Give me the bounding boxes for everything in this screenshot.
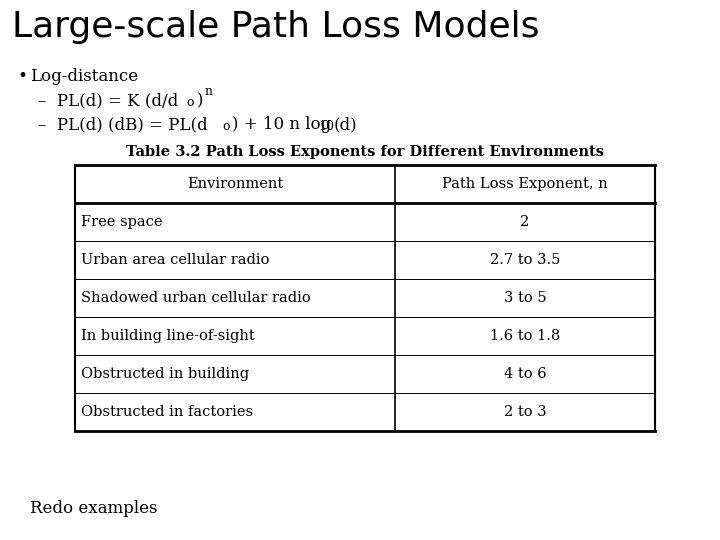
Text: ): ) (197, 92, 204, 109)
Text: ) + 10 n log: ) + 10 n log (232, 116, 331, 133)
Text: Urban area cellular radio: Urban area cellular radio (81, 253, 269, 267)
Text: Log-distance: Log-distance (30, 68, 138, 85)
Text: o: o (222, 120, 230, 133)
Text: Obstructed in factories: Obstructed in factories (81, 405, 253, 419)
Text: Large-scale Path Loss Models: Large-scale Path Loss Models (12, 10, 539, 44)
Text: 2.7 to 3.5: 2.7 to 3.5 (490, 253, 560, 267)
Text: 4 to 6: 4 to 6 (504, 367, 546, 381)
Text: •: • (18, 68, 28, 85)
Text: o: o (186, 96, 194, 109)
Text: In building line-of-sight: In building line-of-sight (81, 329, 255, 343)
Text: 2 to 3: 2 to 3 (504, 405, 546, 419)
Text: 10: 10 (318, 120, 334, 133)
Text: Path Loss Exponent, n: Path Loss Exponent, n (442, 177, 608, 191)
Text: Table 3.2 Path Loss Exponents for Different Environments: Table 3.2 Path Loss Exponents for Differ… (126, 145, 604, 159)
Text: Obstructed in building: Obstructed in building (81, 367, 249, 381)
Text: 3 to 5: 3 to 5 (504, 291, 546, 305)
Text: n: n (205, 85, 213, 98)
Text: –  PL(d) = K (d/d: – PL(d) = K (d/d (38, 92, 179, 109)
Text: Redo examples: Redo examples (30, 500, 158, 517)
Text: 1.6 to 1.8: 1.6 to 1.8 (490, 329, 560, 343)
Text: Environment: Environment (187, 177, 283, 191)
Text: Free space: Free space (81, 215, 163, 229)
Text: Shadowed urban cellular radio: Shadowed urban cellular radio (81, 291, 311, 305)
Text: 2: 2 (521, 215, 530, 229)
Text: (d): (d) (334, 116, 358, 133)
Text: –  PL(d) (dB) = PL(d: – PL(d) (dB) = PL(d (38, 116, 207, 133)
